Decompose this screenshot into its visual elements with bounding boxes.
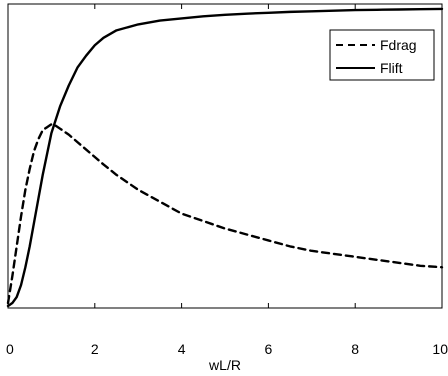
series-layer bbox=[6, 7, 444, 308]
x-tick-label: 2 bbox=[91, 341, 99, 357]
legend: Fdrag Flift bbox=[329, 29, 435, 81]
x-tick-label: 10 bbox=[432, 341, 448, 357]
legend-box bbox=[329, 29, 435, 81]
x-tick-label: 0 bbox=[6, 341, 14, 357]
series-line-flift bbox=[6, 7, 444, 308]
series-line-fdrag bbox=[6, 123, 444, 305]
x-axis-title: wL/R bbox=[208, 357, 241, 373]
legend-label-fdrag: Fdrag bbox=[380, 37, 417, 53]
x-tick-label: 4 bbox=[178, 341, 186, 357]
x-tick-label: 6 bbox=[265, 341, 273, 357]
plot-frame bbox=[7, 3, 443, 309]
legend-label-flift: Flift bbox=[380, 60, 403, 76]
x-axis-tick-labels: 0 2 4 6 8 10 bbox=[6, 341, 448, 357]
x-tick-label: 8 bbox=[351, 341, 359, 357]
